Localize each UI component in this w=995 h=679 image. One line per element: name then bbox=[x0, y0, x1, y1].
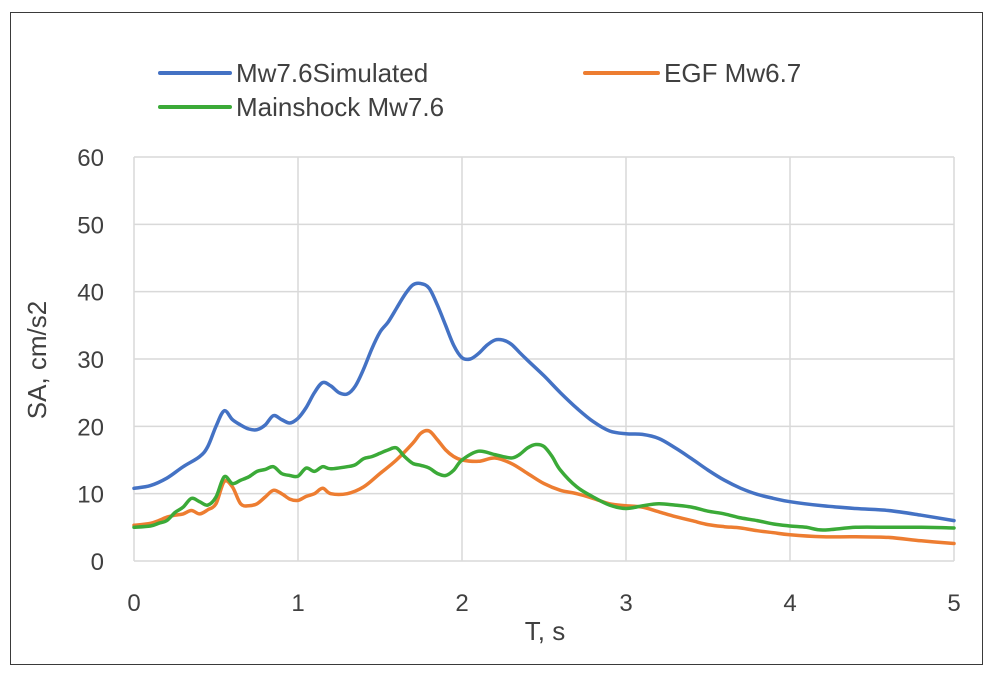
x-tick-label: 3 bbox=[619, 590, 632, 617]
y-tick-label: 10 bbox=[77, 482, 104, 509]
x-tick-label: 0 bbox=[127, 590, 140, 617]
x-axis-title: T, s bbox=[525, 616, 565, 646]
x-tick-label: 4 bbox=[783, 590, 796, 617]
x-tick-label: 1 bbox=[291, 590, 304, 617]
y-tick-label: 20 bbox=[77, 414, 104, 441]
y-tick-label: 60 bbox=[77, 145, 104, 172]
legend-label-egf: EGF Mw6.7 bbox=[664, 58, 801, 88]
y-tick-label: 0 bbox=[91, 549, 104, 576]
legend-label-mainshock: Mainshock Mw7.6 bbox=[236, 92, 444, 122]
series-line-mainshock-mw7-6 bbox=[132, 442, 956, 532]
series-lines bbox=[132, 281, 956, 546]
x-tick-label: 2 bbox=[455, 590, 468, 617]
y-tick-label: 40 bbox=[77, 280, 104, 307]
legend: Mw7.6Simulated EGF Mw6.7 Mainshock Mw7.6 bbox=[158, 58, 801, 122]
x-tick-label: 5 bbox=[947, 590, 960, 617]
legend-label-simulated: Mw7.6Simulated bbox=[236, 58, 428, 88]
axis-ticks: 0 10 20 30 40 50 60 0 1 2 3 4 5 bbox=[77, 145, 960, 617]
grid-lines bbox=[133, 156, 955, 562]
y-tick-label: 50 bbox=[77, 212, 104, 239]
series-line-mw7-6simulated bbox=[132, 281, 956, 523]
y-tick-label: 30 bbox=[77, 347, 104, 374]
series-line-egf-mw6-7 bbox=[132, 428, 956, 546]
y-axis-title: SA, cm/s2 bbox=[22, 301, 52, 419]
